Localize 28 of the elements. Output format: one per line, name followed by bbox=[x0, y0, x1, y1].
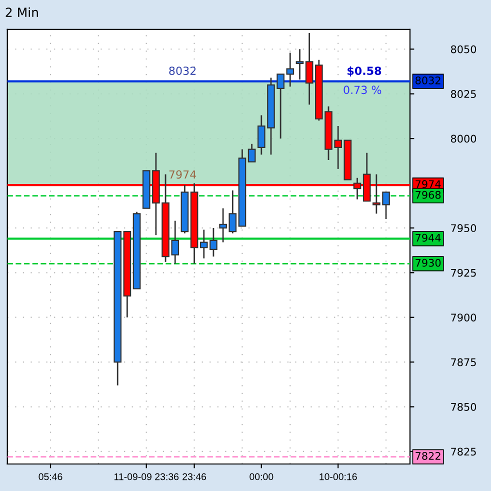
y-tick-label: 7925 bbox=[451, 268, 476, 277]
chart-title: 2 Min bbox=[6, 7, 38, 17]
y-tick-label: 7825 bbox=[451, 448, 476, 456]
x-tick-label: 05:46 bbox=[38, 473, 62, 480]
ref-line-label: 7930 bbox=[416, 258, 441, 267]
ref-line-label: 8032 bbox=[416, 76, 440, 84]
y-tick-label: 8025 bbox=[450, 90, 476, 98]
annotation: 8032 bbox=[169, 66, 196, 75]
y-tick-label: 8000 bbox=[450, 134, 476, 143]
x-tick-label: 10-00:16 bbox=[320, 473, 357, 480]
y-tick-label: 7875 bbox=[451, 358, 476, 366]
ref-line-label: 7822 bbox=[416, 452, 440, 460]
candlestick bbox=[305, 32, 314, 106]
annotation: 0.73 % bbox=[344, 86, 382, 94]
ref-line-label: 7944 bbox=[416, 234, 441, 242]
annotation: $0.58 bbox=[348, 66, 382, 76]
candlestick bbox=[296, 48, 304, 80]
ref-line-label: 7968 bbox=[416, 190, 441, 199]
x-tick-label: 11-09-09 23:36 bbox=[114, 473, 179, 480]
annotation: 7974 bbox=[169, 170, 196, 179]
ref-line-label: 7974 bbox=[416, 180, 441, 188]
x-tick-label: 00:00 bbox=[250, 473, 274, 480]
y-tick-label: 7850 bbox=[451, 403, 476, 411]
y-tick-label: 7950 bbox=[451, 224, 476, 232]
x-tick-label: 23:46 bbox=[182, 473, 206, 480]
candlestick bbox=[248, 143, 256, 162]
y-tick-label: 7900 bbox=[451, 314, 476, 322]
y-tick-label: 8050 bbox=[450, 45, 476, 54]
